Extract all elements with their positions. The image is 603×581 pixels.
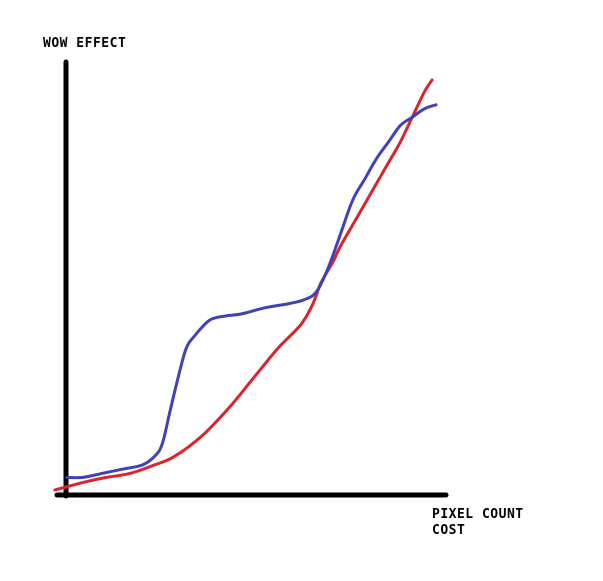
y-axis-label: WOW EFFECT <box>43 36 126 51</box>
axes <box>54 59 449 499</box>
series-line-2 <box>65 103 438 480</box>
series-layer <box>53 78 438 492</box>
x-axis-label-line-2: COST <box>432 523 465 538</box>
series-line-1 <box>53 78 434 492</box>
x-axis-label-line-1: PIXEL COUNT <box>432 507 524 522</box>
